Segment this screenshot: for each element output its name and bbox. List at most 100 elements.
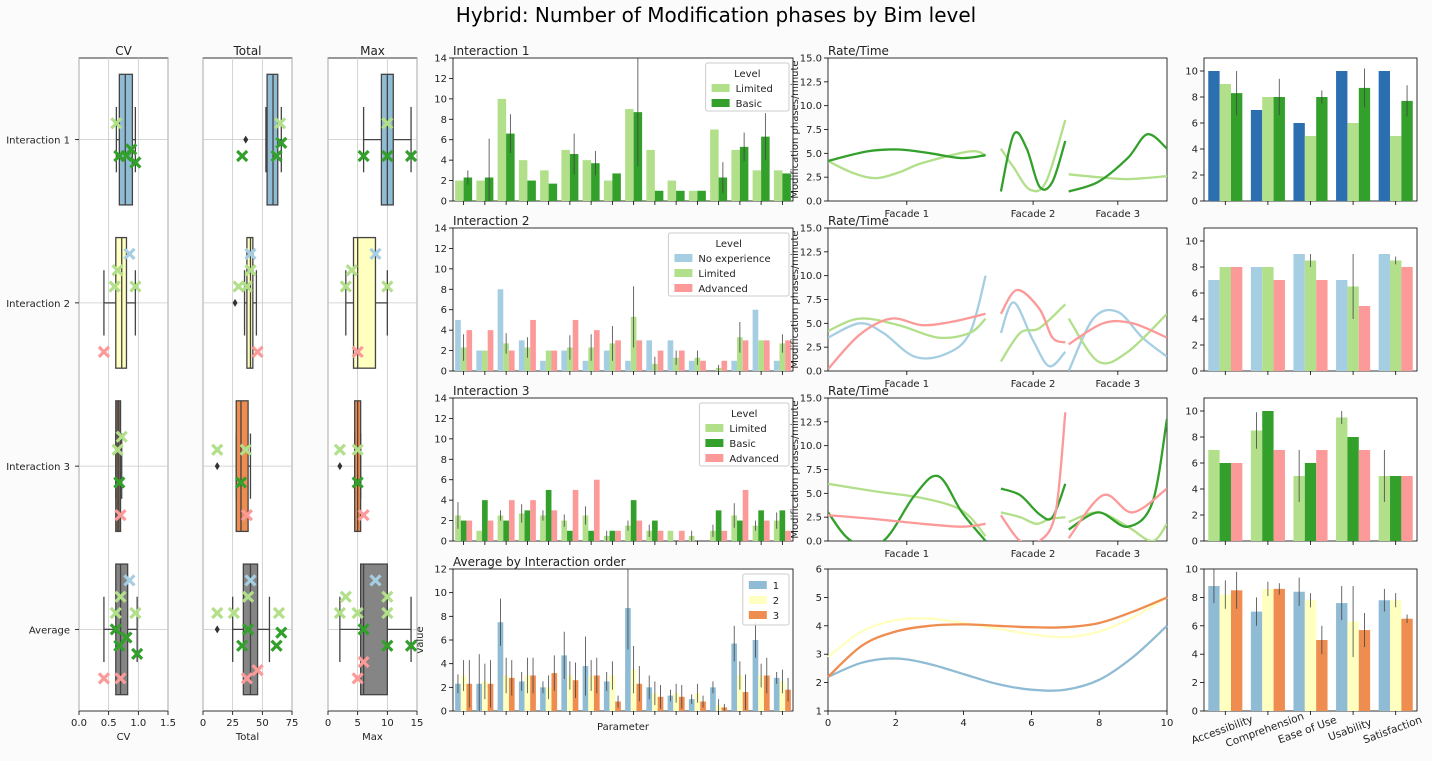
x-tick-label: 50 bbox=[256, 718, 269, 729]
x-tick-label: 0.5 bbox=[101, 718, 117, 729]
series-line bbox=[828, 474, 987, 541]
bar bbox=[1336, 417, 1348, 541]
box-panel-xlabel: CV bbox=[117, 732, 131, 743]
bar bbox=[615, 530, 621, 541]
bar bbox=[1347, 621, 1359, 711]
y-tick-label: 2 bbox=[1192, 171, 1198, 182]
legend-label: Basic bbox=[736, 99, 762, 110]
cross-stroke bbox=[351, 672, 364, 685]
y-tick-label: 12 bbox=[434, 244, 447, 255]
y-tick-label: 10.0 bbox=[800, 271, 822, 282]
legend-label: No experience bbox=[698, 254, 770, 265]
y-tick-label: 5.0 bbox=[806, 149, 822, 160]
bar bbox=[1262, 267, 1274, 371]
bar bbox=[1293, 591, 1305, 711]
bar bbox=[667, 530, 674, 541]
bar bbox=[476, 180, 485, 201]
y-tick-label: 4 bbox=[441, 659, 447, 670]
x-tick-label: 10 bbox=[1161, 718, 1174, 729]
series-line bbox=[828, 514, 986, 528]
y-tick-label: 12 bbox=[434, 74, 447, 85]
point-marker bbox=[129, 156, 142, 169]
y-tick-label: 10 bbox=[1185, 565, 1198, 576]
point-marker bbox=[351, 672, 364, 685]
bar bbox=[1273, 97, 1285, 201]
y-tick-label: 2.5 bbox=[806, 173, 822, 184]
series-line bbox=[1067, 312, 1167, 365]
bar bbox=[1219, 594, 1231, 711]
cross-stroke bbox=[369, 247, 382, 261]
y-tick-label: 4 bbox=[816, 621, 822, 632]
series-line bbox=[1068, 133, 1167, 193]
y-tick-label: 10.0 bbox=[800, 441, 822, 452]
bar bbox=[1401, 100, 1413, 201]
bar bbox=[1219, 463, 1231, 541]
point-marker bbox=[234, 476, 248, 489]
series-line bbox=[1067, 487, 1167, 539]
bar bbox=[572, 489, 579, 541]
cross-stroke bbox=[97, 345, 111, 358]
series-line bbox=[828, 312, 986, 370]
bar bbox=[476, 530, 483, 541]
legend-swatch bbox=[705, 439, 724, 447]
point-marker bbox=[114, 590, 127, 603]
cross-stroke bbox=[351, 443, 364, 456]
box-panel-xlabel: Max bbox=[362, 732, 383, 743]
y-tick-label: 6 bbox=[441, 636, 447, 647]
cross-stroke bbox=[97, 672, 111, 685]
point-marker bbox=[357, 623, 370, 636]
bar bbox=[742, 340, 749, 371]
bar bbox=[609, 675, 616, 711]
bar bbox=[710, 687, 716, 711]
y-tick-label: 2 bbox=[1192, 511, 1198, 522]
y-tick-label: 8 bbox=[441, 455, 447, 466]
y-tick-label: 12 bbox=[434, 565, 447, 576]
bar bbox=[657, 350, 664, 371]
bar bbox=[1230, 93, 1243, 201]
y-tick-label: 10 bbox=[1185, 407, 1198, 418]
legend-label: 3 bbox=[773, 611, 779, 622]
bar bbox=[1316, 640, 1328, 711]
legend-swatch bbox=[711, 84, 730, 92]
point-marker bbox=[244, 247, 257, 261]
point-marker bbox=[333, 443, 346, 456]
bar bbox=[460, 520, 467, 541]
bar bbox=[609, 530, 616, 541]
point-marker bbox=[351, 476, 364, 489]
y-tick-label: 0.0 bbox=[806, 197, 822, 208]
y-tick-label: 6 bbox=[1192, 621, 1198, 632]
figure-title: Hybrid: Number of Modification phases by… bbox=[456, 3, 976, 27]
cross-stroke bbox=[114, 508, 127, 522]
bar bbox=[731, 515, 738, 541]
point-marker bbox=[251, 664, 264, 677]
point-marker bbox=[351, 443, 364, 456]
bar bbox=[654, 190, 664, 201]
bar bbox=[1208, 71, 1220, 201]
x-tick-label: 15 bbox=[411, 718, 424, 729]
bar bbox=[1358, 450, 1371, 541]
y-tick-label: 12.5 bbox=[800, 417, 822, 428]
point-marker bbox=[109, 623, 122, 636]
x-tick-label: 2 bbox=[893, 718, 899, 729]
cross-stroke bbox=[113, 639, 126, 652]
point-marker bbox=[274, 117, 287, 130]
legend-label: 2 bbox=[773, 596, 779, 607]
bar bbox=[1316, 280, 1328, 371]
point-marker bbox=[369, 574, 382, 587]
bar bbox=[1401, 618, 1413, 711]
cross-stroke bbox=[333, 443, 346, 456]
y-tick-label: 7.5 bbox=[806, 295, 822, 306]
bar bbox=[497, 515, 504, 541]
cross-stroke bbox=[114, 672, 127, 685]
bar bbox=[721, 530, 728, 541]
cross-stroke bbox=[381, 639, 394, 652]
y-tick-label: 14 bbox=[434, 54, 447, 65]
legend-label: Basic bbox=[729, 439, 755, 450]
box-panel-title: Max bbox=[360, 44, 385, 58]
y-tick-label: 4 bbox=[1192, 485, 1198, 496]
legend-swatch bbox=[674, 269, 693, 277]
bar bbox=[466, 330, 473, 371]
point-marker bbox=[129, 606, 142, 620]
cross-stroke bbox=[381, 149, 394, 163]
legend-box bbox=[698, 402, 790, 467]
